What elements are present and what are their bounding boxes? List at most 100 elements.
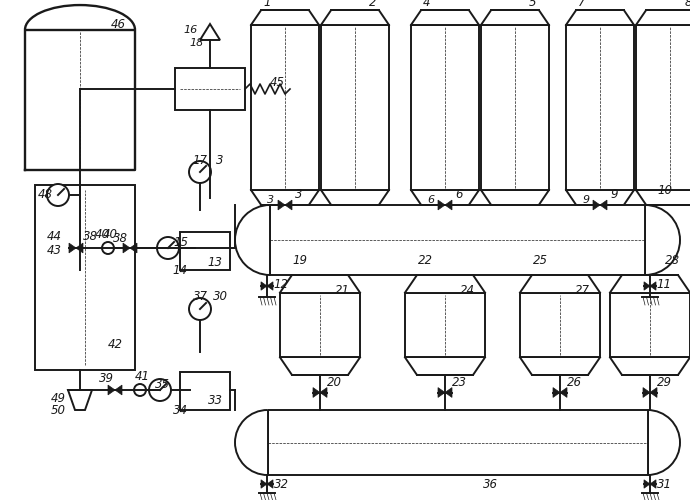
Text: 13: 13 xyxy=(208,256,222,268)
Polygon shape xyxy=(313,388,320,398)
Text: 29: 29 xyxy=(656,376,671,389)
Polygon shape xyxy=(130,243,137,253)
Polygon shape xyxy=(199,243,213,257)
Polygon shape xyxy=(644,480,650,488)
Text: 30: 30 xyxy=(213,290,228,304)
Polygon shape xyxy=(438,200,445,210)
Text: 4: 4 xyxy=(423,0,431,8)
Circle shape xyxy=(191,376,219,404)
Text: 15: 15 xyxy=(173,236,188,250)
Text: 43: 43 xyxy=(46,244,61,256)
Text: 6: 6 xyxy=(455,188,463,202)
Polygon shape xyxy=(115,385,122,395)
Text: 24: 24 xyxy=(460,284,475,296)
Circle shape xyxy=(189,298,211,320)
Text: 45: 45 xyxy=(270,76,284,90)
Text: 1: 1 xyxy=(264,0,270,8)
Polygon shape xyxy=(438,388,445,398)
Text: 25: 25 xyxy=(533,254,547,268)
Polygon shape xyxy=(68,390,92,410)
Text: 11: 11 xyxy=(656,278,671,291)
Text: 34: 34 xyxy=(172,404,188,416)
Polygon shape xyxy=(108,385,115,395)
Text: 20: 20 xyxy=(326,376,342,389)
Text: 36: 36 xyxy=(482,478,497,492)
Text: 21: 21 xyxy=(335,284,350,296)
Text: 27: 27 xyxy=(575,284,589,296)
Text: 39: 39 xyxy=(99,372,113,384)
Text: 9: 9 xyxy=(610,188,618,202)
Polygon shape xyxy=(180,372,230,410)
Polygon shape xyxy=(560,388,567,398)
Text: 12: 12 xyxy=(273,278,288,291)
Polygon shape xyxy=(445,388,452,398)
Text: 2: 2 xyxy=(369,0,377,8)
Polygon shape xyxy=(593,200,600,210)
Polygon shape xyxy=(69,243,76,253)
Text: 19: 19 xyxy=(293,254,308,268)
Text: 48: 48 xyxy=(37,188,52,202)
Polygon shape xyxy=(261,480,267,488)
Polygon shape xyxy=(200,24,220,40)
Polygon shape xyxy=(123,243,130,253)
Text: 8: 8 xyxy=(684,0,690,8)
Circle shape xyxy=(149,379,171,401)
Text: 9: 9 xyxy=(582,195,589,205)
Text: 35: 35 xyxy=(155,378,170,392)
Text: 10: 10 xyxy=(658,184,673,198)
Text: 44: 44 xyxy=(46,230,61,242)
Polygon shape xyxy=(644,282,650,290)
Text: 31: 31 xyxy=(656,478,671,490)
Text: 5: 5 xyxy=(529,0,537,8)
Circle shape xyxy=(189,161,211,183)
Polygon shape xyxy=(278,200,285,210)
Text: 16: 16 xyxy=(184,25,198,35)
Polygon shape xyxy=(175,68,245,110)
Text: 26: 26 xyxy=(566,376,582,389)
Polygon shape xyxy=(35,185,135,370)
Text: 3: 3 xyxy=(268,195,275,205)
Polygon shape xyxy=(600,200,607,210)
Polygon shape xyxy=(650,388,657,398)
Polygon shape xyxy=(650,282,656,290)
Text: 23: 23 xyxy=(451,376,466,389)
Text: 40: 40 xyxy=(95,228,110,240)
Text: 3: 3 xyxy=(295,188,303,202)
Text: 41: 41 xyxy=(135,370,150,382)
Text: 32: 32 xyxy=(273,478,288,490)
Circle shape xyxy=(157,237,179,259)
Polygon shape xyxy=(180,232,230,270)
Text: 33: 33 xyxy=(208,394,222,406)
Polygon shape xyxy=(445,200,452,210)
Polygon shape xyxy=(267,282,273,290)
Text: 14: 14 xyxy=(172,264,188,276)
Text: 7: 7 xyxy=(578,0,586,8)
Text: 17: 17 xyxy=(193,154,208,166)
Polygon shape xyxy=(199,383,213,397)
Text: 49: 49 xyxy=(50,392,66,404)
Polygon shape xyxy=(643,388,650,398)
Circle shape xyxy=(191,236,219,264)
Text: 38: 38 xyxy=(83,230,97,242)
Text: 28: 28 xyxy=(664,254,680,268)
Text: 50: 50 xyxy=(50,404,66,416)
Text: 18: 18 xyxy=(190,38,204,48)
Text: 42: 42 xyxy=(108,338,123,351)
Circle shape xyxy=(47,184,69,206)
Polygon shape xyxy=(267,480,273,488)
Text: 6: 6 xyxy=(427,195,435,205)
Circle shape xyxy=(134,384,146,396)
Text: 46: 46 xyxy=(110,18,126,32)
Text: 3: 3 xyxy=(216,154,224,166)
Text: 22: 22 xyxy=(417,254,433,268)
Text: 40: 40 xyxy=(103,228,117,240)
Text: 37: 37 xyxy=(193,290,208,304)
Polygon shape xyxy=(76,243,83,253)
Polygon shape xyxy=(650,480,656,488)
Polygon shape xyxy=(285,200,292,210)
Polygon shape xyxy=(261,282,267,290)
Circle shape xyxy=(102,242,114,254)
Text: 38: 38 xyxy=(112,232,128,244)
Polygon shape xyxy=(320,388,327,398)
Polygon shape xyxy=(553,388,560,398)
